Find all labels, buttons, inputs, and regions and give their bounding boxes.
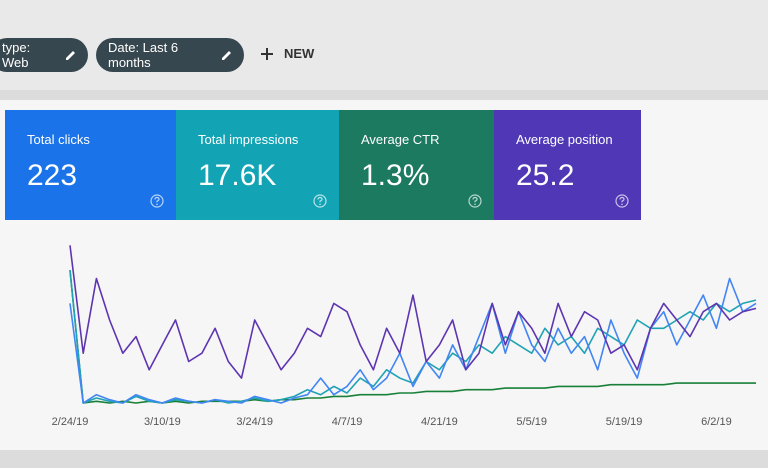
- metric-card[interactable]: Average position 25.2: [494, 110, 641, 220]
- chip-label: type: Web: [2, 40, 31, 70]
- metric-value: 17.6K: [198, 159, 277, 192]
- help-icon[interactable]: [615, 194, 629, 208]
- x-tick-label: 5/19/19: [606, 416, 643, 428]
- metric-label: Total clicks: [27, 132, 90, 147]
- x-tick-label: 3/24/19: [236, 416, 273, 428]
- metric-card[interactable]: Total clicks 223: [5, 110, 176, 220]
- x-tick-label: 2/24/19: [52, 416, 89, 428]
- metric-value: 1.3%: [361, 159, 430, 192]
- x-tick-label: 5/5/19: [516, 416, 547, 428]
- metric-value: 223: [27, 159, 78, 192]
- edit-icon: [65, 51, 75, 60]
- series-line: [69, 245, 757, 379]
- x-tick-label: 6/2/19: [701, 416, 732, 428]
- filter-chip[interactable]: type: Web: [0, 38, 88, 72]
- series-line: [69, 270, 756, 404]
- metric-card[interactable]: Total impressions 17.6K: [176, 110, 339, 220]
- x-tick-label: 4/21/19: [421, 416, 458, 428]
- metric-label: Average position: [516, 132, 613, 147]
- help-icon[interactable]: [313, 194, 327, 208]
- edit-icon: [222, 51, 232, 60]
- help-icon[interactable]: [150, 194, 164, 208]
- chip-label: Date: Last 6 months: [108, 40, 179, 70]
- series-line: [69, 277, 757, 404]
- x-tick-label: 3/10/19: [144, 416, 181, 428]
- metric-label: Total impressions: [198, 132, 299, 147]
- help-icon[interactable]: [468, 194, 482, 208]
- metric-label: Average CTR: [361, 132, 440, 147]
- new-button[interactable]: NEW: [260, 46, 314, 61]
- plus-icon: [261, 47, 273, 60]
- series-line: [69, 270, 757, 404]
- metric-card[interactable]: Average CTR 1.3%: [339, 110, 494, 220]
- performance-chart: 2/24/19 3/10/19 3/24/19 4/7/19 4/21/19 5/5/19…: [52, 245, 757, 428]
- new-label: NEW: [284, 46, 315, 61]
- filter-chip[interactable]: Date: Last 6 months: [96, 38, 244, 72]
- x-tick-label: 4/7/19: [332, 416, 363, 428]
- metric-value: 25.2: [516, 159, 575, 192]
